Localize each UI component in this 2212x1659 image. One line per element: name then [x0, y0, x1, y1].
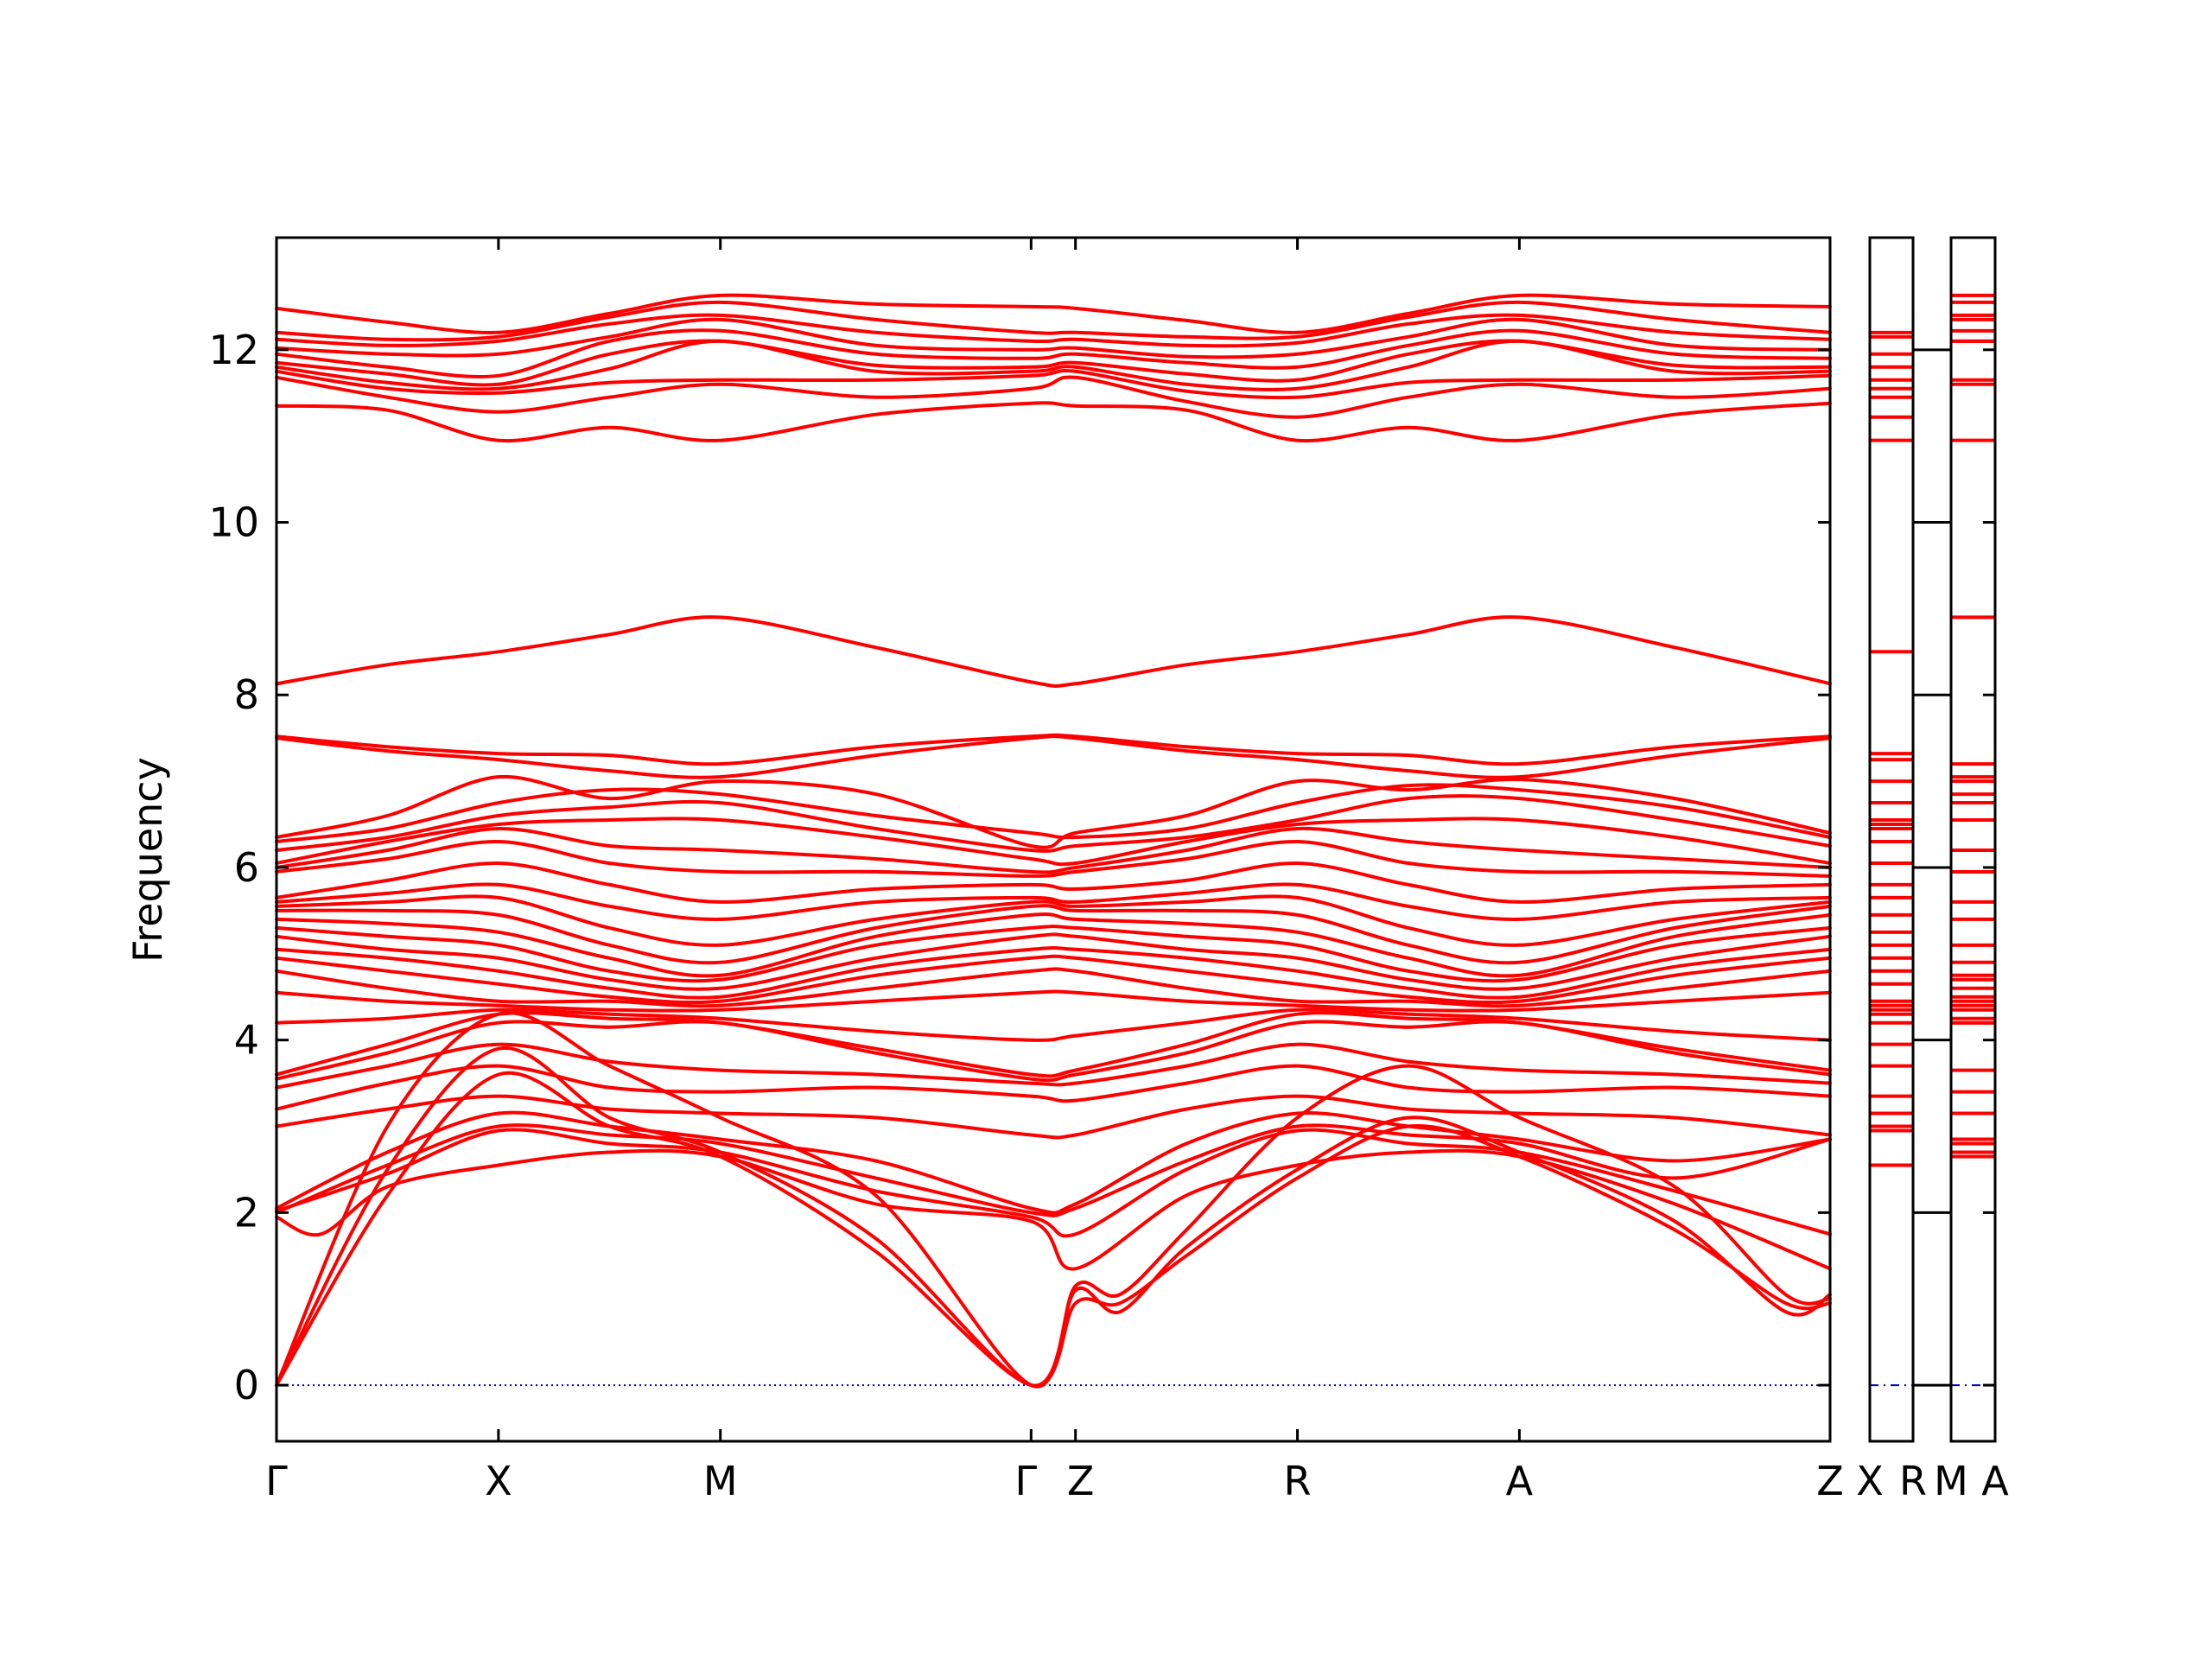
band-line [275, 894, 1832, 947]
x-tick-label: M [703, 1458, 738, 1504]
band-line [275, 882, 1832, 921]
band-line [275, 774, 1832, 849]
band-line [275, 734, 1832, 779]
y-tick-label: 10 [208, 499, 259, 546]
x-tick-label: A [1506, 1458, 1534, 1504]
band-line [275, 925, 1832, 983]
y-tick-label: 12 [208, 327, 259, 373]
x-tick-label: A [1981, 1458, 2009, 1504]
x-tick-label: Γ [1014, 1458, 1037, 1504]
y-tick-label: 2 [234, 1189, 259, 1236]
band-line [275, 1071, 1832, 1388]
band-line [275, 328, 1832, 379]
axis-ticks [276, 238, 1995, 1441]
band-line [275, 945, 1832, 1000]
band-lines [275, 293, 1832, 1389]
x-tick-label: X [485, 1458, 512, 1504]
band-line [275, 1148, 1832, 1271]
band-line [275, 300, 1832, 342]
band-line [275, 826, 1832, 874]
band-line [275, 317, 1832, 359]
band-line [275, 369, 1832, 400]
x-tick-label: Γ [265, 1458, 288, 1504]
band-line [275, 1007, 1832, 1042]
band-line [275, 1020, 1832, 1083]
band-line [275, 817, 1832, 867]
band-line [275, 1110, 1832, 1215]
side-panel-levels [1870, 293, 1995, 1167]
x-tick-label: R [1284, 1458, 1312, 1504]
band-line [275, 1094, 1832, 1140]
band-line [275, 967, 1832, 1008]
y-tick-label: 0 [234, 1362, 259, 1408]
y-axis-label: Frequency [124, 757, 171, 963]
band-line [275, 375, 1832, 419]
band-line [275, 861, 1832, 904]
y-tick-label: 6 [234, 844, 259, 891]
y-tick-label: 4 [234, 1017, 259, 1064]
band-line [275, 954, 1832, 1005]
band-line [275, 1064, 1832, 1111]
band-line [275, 794, 1832, 853]
x-tick-label: Z [1067, 1458, 1095, 1504]
x-tick-label: Z [1816, 1458, 1844, 1504]
band-line [275, 313, 1832, 348]
x-tick-label: M [1934, 1458, 1968, 1504]
panel-frame [1868, 236, 1915, 1443]
panel-frame [1949, 236, 1997, 1443]
band-line [275, 1042, 1832, 1090]
y-tick-label: 8 [234, 671, 259, 718]
x-tick-label: X [1856, 1458, 1884, 1504]
band-line [275, 912, 1832, 978]
band-line [275, 783, 1832, 843]
x-tick-label: R [1899, 1458, 1927, 1504]
panel-frames [275, 236, 1997, 1443]
band-line [275, 904, 1832, 965]
band-line [275, 615, 1832, 689]
band-line [275, 339, 1832, 391]
panel-frame [275, 236, 1832, 1443]
band-line [275, 1123, 1832, 1217]
band-line [275, 839, 1832, 878]
band-line [275, 1011, 1832, 1389]
band-line [275, 293, 1832, 334]
band-line [275, 401, 1832, 443]
band-line [275, 932, 1832, 991]
band-line [275, 989, 1832, 1013]
